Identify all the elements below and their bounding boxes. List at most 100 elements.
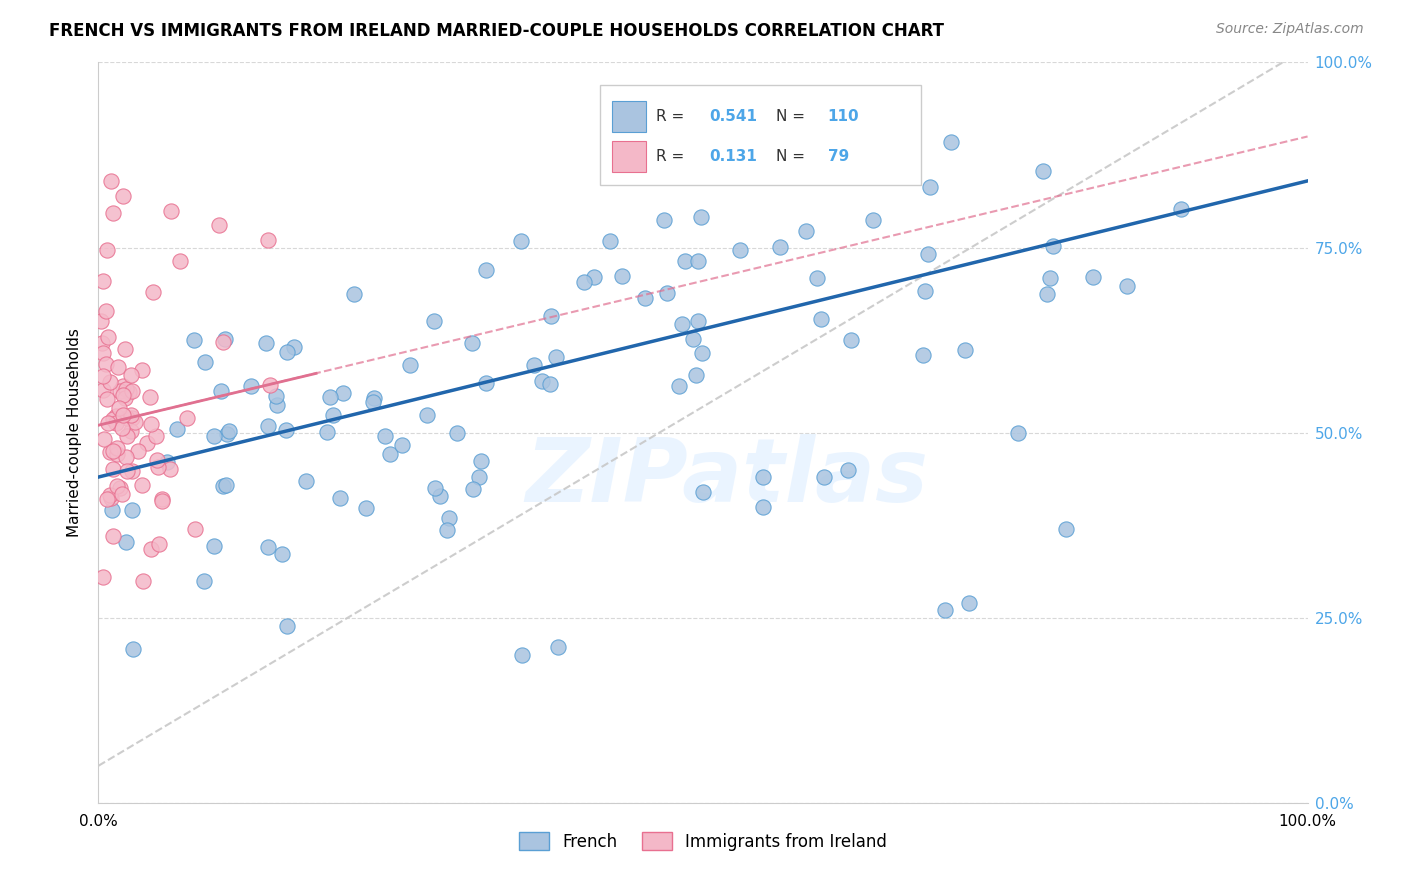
Point xyxy=(91,383,114,397)
Point xyxy=(111,378,134,392)
Point xyxy=(96,392,118,407)
Point xyxy=(131,478,153,492)
Point xyxy=(120,424,142,438)
Point xyxy=(274,423,297,437)
Point xyxy=(316,425,339,439)
Point xyxy=(215,478,238,492)
Point xyxy=(547,640,569,655)
Point xyxy=(104,416,127,430)
Point xyxy=(111,487,134,501)
Point xyxy=(270,547,292,561)
Point xyxy=(1170,202,1192,217)
Point xyxy=(156,455,179,469)
Point xyxy=(91,346,114,360)
Point xyxy=(97,330,120,344)
Point xyxy=(256,419,278,434)
Point xyxy=(121,384,143,399)
Point xyxy=(934,603,956,617)
Point xyxy=(176,411,198,425)
Point xyxy=(91,368,114,383)
Point xyxy=(391,438,413,452)
Text: R =: R = xyxy=(655,109,689,124)
Point xyxy=(103,206,125,220)
Point xyxy=(582,270,605,285)
Point xyxy=(332,386,354,401)
Point xyxy=(101,503,124,517)
Point xyxy=(416,408,439,422)
Point xyxy=(120,408,142,422)
Point xyxy=(1036,287,1059,301)
Point xyxy=(90,314,112,328)
Point xyxy=(214,332,236,346)
Point xyxy=(93,570,115,584)
Point xyxy=(911,348,934,362)
Point xyxy=(97,416,120,430)
Point xyxy=(107,401,129,416)
Point xyxy=(468,470,491,484)
Point xyxy=(806,271,828,285)
Point xyxy=(100,174,122,188)
Point xyxy=(139,391,162,405)
Point xyxy=(112,408,135,422)
Point xyxy=(150,494,173,508)
Point xyxy=(461,482,484,496)
Point xyxy=(107,359,129,374)
Point xyxy=(322,409,344,423)
Point xyxy=(692,484,714,499)
Point xyxy=(690,210,713,224)
Point xyxy=(105,409,128,423)
Text: Source: ZipAtlas.com: Source: ZipAtlas.com xyxy=(1216,22,1364,37)
Point xyxy=(1032,163,1054,178)
Point xyxy=(531,374,554,388)
Point xyxy=(276,618,298,632)
Point xyxy=(475,262,498,277)
Point xyxy=(136,435,159,450)
Point xyxy=(752,500,775,514)
Point xyxy=(423,314,446,328)
Point xyxy=(1054,522,1077,536)
Point xyxy=(169,253,191,268)
Point xyxy=(862,213,884,227)
Text: ZIPatlas: ZIPatlas xyxy=(526,434,929,521)
Text: 79: 79 xyxy=(828,149,849,164)
Point xyxy=(1039,270,1062,285)
Point xyxy=(105,441,128,455)
Point xyxy=(354,501,377,516)
Point xyxy=(127,443,149,458)
Point xyxy=(217,427,239,442)
Point xyxy=(540,310,562,324)
Point xyxy=(769,240,792,254)
Point xyxy=(685,368,707,382)
Text: 0.131: 0.131 xyxy=(709,149,756,164)
Point xyxy=(319,390,342,404)
Point xyxy=(114,450,136,464)
Point xyxy=(633,291,655,305)
Point xyxy=(813,470,835,484)
Point xyxy=(115,534,138,549)
Point xyxy=(538,376,561,391)
Point xyxy=(510,235,533,249)
Point xyxy=(810,312,832,326)
Point xyxy=(98,487,121,501)
Point xyxy=(429,489,451,503)
Point xyxy=(686,314,709,328)
Point xyxy=(436,523,458,537)
Point xyxy=(211,334,233,349)
Point xyxy=(510,648,533,662)
Point xyxy=(105,447,128,461)
Point xyxy=(264,389,287,403)
Point xyxy=(142,285,165,300)
Point xyxy=(141,417,163,432)
Point xyxy=(98,376,121,390)
Point xyxy=(688,254,710,268)
Text: R =: R = xyxy=(655,149,689,164)
Point xyxy=(193,574,215,588)
Point xyxy=(752,470,775,484)
Point xyxy=(343,286,366,301)
Point xyxy=(101,412,124,426)
Point xyxy=(256,540,278,554)
Point xyxy=(114,342,136,356)
Point xyxy=(259,378,281,392)
Point xyxy=(439,510,461,524)
Point xyxy=(682,332,704,346)
